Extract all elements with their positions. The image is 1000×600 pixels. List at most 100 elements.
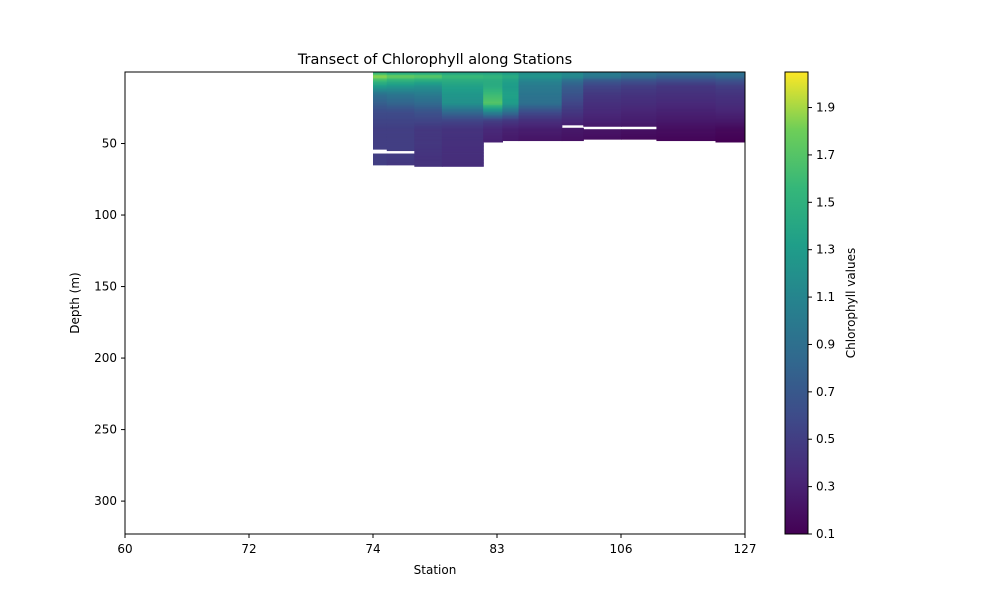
heatmap-cell [414,159,443,162]
heatmap-cell [561,73,584,76]
heatmap-cell [373,123,388,126]
heatmap-cell [414,114,443,117]
heatmap-cell [441,107,484,110]
heatmap-cell [561,133,584,136]
heatmap-cell [386,80,415,83]
colorbar-tick-label: 1.7 [816,148,835,162]
heatmap-cell [715,90,745,93]
heatmap-cell [441,153,484,156]
heatmap-cell [483,80,503,83]
heatmap-cell [518,99,563,102]
heatmap-cell [621,130,658,133]
heatmap-cell [373,110,388,113]
heatmap-cell [483,110,503,113]
heatmap-cell [414,83,443,86]
heatmap-cell [483,106,503,109]
heatmap-cell [373,87,388,90]
heatmap-area [373,72,745,167]
heatmap-cell [561,107,584,110]
heatmap-cell [583,107,622,110]
heatmap-cell [441,97,484,100]
heatmap-cell [441,132,484,134]
heatmap-cell [656,109,717,112]
heatmap-cell [561,123,584,126]
heatmap-cell [373,124,388,127]
heatmap-cell [441,103,484,106]
heatmap-cell [561,122,584,124]
heatmap-cell [441,92,484,94]
heatmap-cell [561,139,584,142]
heatmap-cell [373,122,388,124]
heatmap-cell [583,112,622,114]
heatmap-cell [386,143,415,146]
heatmap-cell [386,82,415,84]
heatmap-cell [483,77,503,80]
heatmap-cell [373,143,388,146]
heatmap-cell [621,83,658,86]
heatmap-cell [386,130,415,133]
heatmap-cell [414,156,443,159]
heatmap-cell [583,102,622,104]
heatmap-cell [373,89,388,91]
heatmap-cell [583,117,622,120]
heatmap-cell [583,119,622,122]
heatmap-cell [518,110,563,113]
heatmap-cell [715,84,745,87]
station-profile [561,72,584,142]
heatmap-cell [656,103,717,106]
heatmap-cell [441,82,484,84]
colorbar-tick-label: 1.5 [816,195,835,209]
heatmap-cell [561,114,584,117]
heatmap-cell [715,139,745,142]
heatmap-cell [414,90,443,93]
heatmap-cell [656,130,717,133]
heatmap-cell [483,79,503,81]
heatmap-cell [502,114,520,117]
heatmap-cell [715,137,745,140]
heatmap-cell [621,102,658,104]
heatmap-cell [656,79,717,81]
heatmap-cell [656,126,717,129]
y-tick-label: 50 [102,137,117,151]
heatmap-cell [715,113,745,116]
heatmap-cell [386,72,415,74]
heatmap-cell [518,104,563,107]
heatmap-cell [656,106,717,109]
heatmap-cell [386,129,415,132]
heatmap-cell [414,140,443,143]
heatmap-cell [656,82,717,84]
heatmap-cell [386,116,415,119]
heatmap-cell [441,156,484,159]
heatmap-cell [373,130,388,133]
heatmap-cell [656,137,717,140]
heatmap-cell [656,99,717,102]
heatmap-cell [561,117,584,120]
heatmap-cell [373,142,388,144]
heatmap-cell [441,83,484,86]
heatmap-cell [441,150,484,153]
heatmap-cell [518,107,563,110]
heatmap-cell [561,134,584,137]
heatmap-cell [483,92,503,94]
heatmap-cell [518,117,563,120]
heatmap-cell [621,119,658,122]
x-axis-label: Station [414,563,457,577]
heatmap-cell [386,160,415,163]
heatmap-cell [414,143,443,146]
heatmap-cell [621,97,658,100]
y-axis: 50 100 150 200 250 300 [94,137,125,508]
heatmap-cell [715,74,745,77]
heatmap-cell [502,124,520,127]
heatmap-cell [414,117,443,120]
colorbar-tick-label: 0.5 [816,432,835,446]
heatmap-cell [518,112,563,114]
heatmap-cell [656,76,717,79]
heatmap-cell [621,90,658,93]
heatmap-cell [518,119,563,122]
heatmap-cell [656,90,717,93]
heatmap-cell [518,84,563,87]
y-axis-label: Depth (m) [68,272,82,333]
heatmap-cell [386,127,415,130]
heatmap-cell [518,126,563,129]
heatmap-cell [373,73,388,76]
